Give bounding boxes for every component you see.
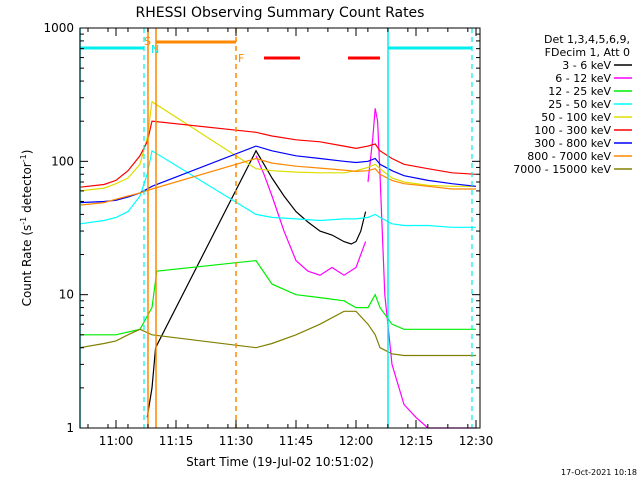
series-line-12-25-kev (80, 259, 476, 336)
footer-date: 17-Oct-2021 10:18 (561, 468, 637, 477)
series-line-800-7000-kev (79, 157, 476, 206)
y-tick-label: 1 (66, 421, 74, 435)
saa-label: S (144, 35, 151, 48)
x-tick-label: 11:00 (99, 434, 134, 448)
series-line-50-100-kev (79, 100, 476, 192)
y-axis-label: Count Rate (s-1 detector-1) (19, 150, 34, 307)
observation-markers: SN F (79, 28, 473, 428)
y-tick-label: 1000 (43, 21, 74, 35)
legend-entry-label: 50 - 100 keV (541, 111, 611, 124)
y-axis-label-part: Count Rate (s (20, 225, 34, 307)
y-axis-label-part: ) (20, 150, 34, 155)
legend-entry-label: 12 - 25 keV (548, 85, 611, 98)
y-axis-label-exp: -1 (19, 217, 28, 225)
flare-label: F (238, 52, 244, 65)
y-tick-label: 10 (59, 288, 74, 302)
x-tick-label: 11:30 (219, 434, 254, 448)
series-line-25-50-kev (79, 149, 476, 228)
x-axis-label: Start Time (19-Jul-02 10:51:02) (186, 455, 374, 469)
x-tick-label: 12:15 (399, 434, 434, 448)
legend-header: Det 1,3,4,5,6,9, (544, 33, 630, 46)
legend: Det 1,3,4,5,6,9,FDecim 1, Att 03 - 6 keV… (513, 33, 632, 176)
series-lines (79, 100, 477, 429)
night-label: N (151, 43, 159, 56)
y-axis-label-exp: -1 (19, 154, 28, 162)
legend-entry-label: 3 - 6 keV (562, 59, 611, 72)
y-tick-label: 100 (51, 154, 74, 168)
series-line-100-300-kev (79, 120, 477, 188)
series-line-300-800-kev (79, 145, 477, 204)
series-line-3-6-kev (146, 149, 367, 418)
legend-entry-label: 300 - 800 keV (534, 137, 611, 150)
legend-entry-label: 25 - 50 keV (548, 98, 611, 111)
y-axis-label-part: detector (20, 162, 34, 217)
legend-header: FDecim 1, Att 0 (545, 46, 630, 59)
legend-entry-label: 100 - 300 keV (534, 124, 611, 137)
x-tick-label: 12:00 (339, 434, 374, 448)
plot-frame (79, 27, 481, 429)
series-line-6-12-kev (367, 108, 476, 429)
legend-entry-label: 800 - 7000 keV (527, 150, 611, 163)
x-axis-ticks: 11:00 11:15 11:30 11:45 12:00 12:15 12:30 (87, 28, 494, 448)
chart-title: RHESSI Observing Summary Count Rates (136, 5, 425, 21)
x-tick-label: 11:45 (279, 434, 314, 448)
legend-entry-label: 7000 - 15000 keV (513, 163, 611, 176)
x-tick-label: 11:15 (159, 434, 194, 448)
legend-entry-label: 6 - 12 keV (555, 72, 611, 85)
y-axis-ticks: 1 10 100 1000 (43, 21, 480, 435)
x-tick-label: 12:30 (459, 434, 494, 448)
series-line-7000-15000-kev (79, 310, 476, 357)
series-line-6-12-kev-segment (255, 155, 367, 276)
